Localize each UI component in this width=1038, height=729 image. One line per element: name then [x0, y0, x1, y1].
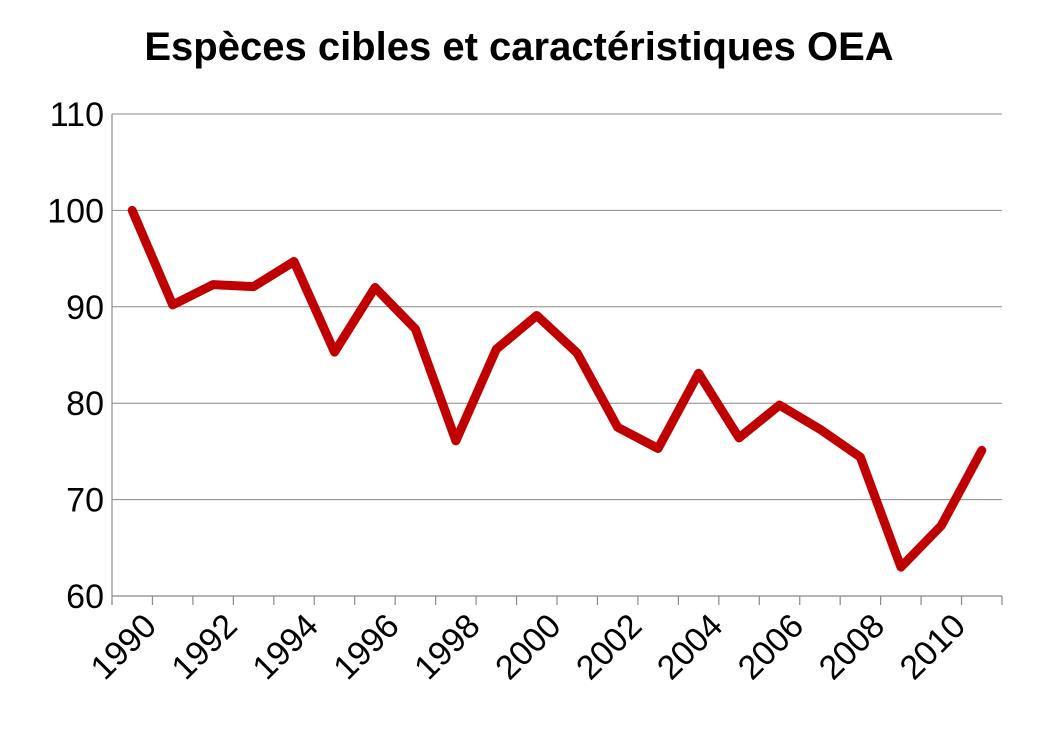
- y-tick-label: 70: [66, 482, 104, 520]
- x-tick-label: 1998: [407, 607, 487, 687]
- grid-lines: [112, 114, 1002, 500]
- x-tick-label: 2000: [488, 607, 568, 687]
- x-tick-label: 1994: [245, 607, 325, 687]
- y-tick-label: 100: [47, 192, 104, 230]
- x-tick-label: 2006: [731, 607, 811, 687]
- x-tick-label: 2004: [650, 607, 730, 687]
- y-tick-label: 60: [66, 578, 104, 616]
- y-tick-label: 90: [66, 289, 104, 327]
- y-tick-label: 80: [66, 385, 104, 423]
- x-tick-label: 1992: [164, 607, 244, 687]
- y-tick-label: 110: [50, 96, 104, 134]
- x-tick-label: 2002: [569, 607, 649, 687]
- series-layer: [132, 210, 982, 567]
- x-tick-label: 1990: [84, 607, 164, 687]
- series-line-0: [132, 210, 982, 567]
- axes: [112, 114, 1002, 605]
- x-tick-label: 2010: [893, 607, 973, 687]
- y-axis-ticks: 110 100 90 80 70 60: [47, 96, 104, 616]
- x-tick-label: 2008: [812, 607, 892, 687]
- x-tick-label: 1996: [326, 607, 406, 687]
- chart-title: Espèces cibles et caractéristiques OEA: [144, 25, 893, 69]
